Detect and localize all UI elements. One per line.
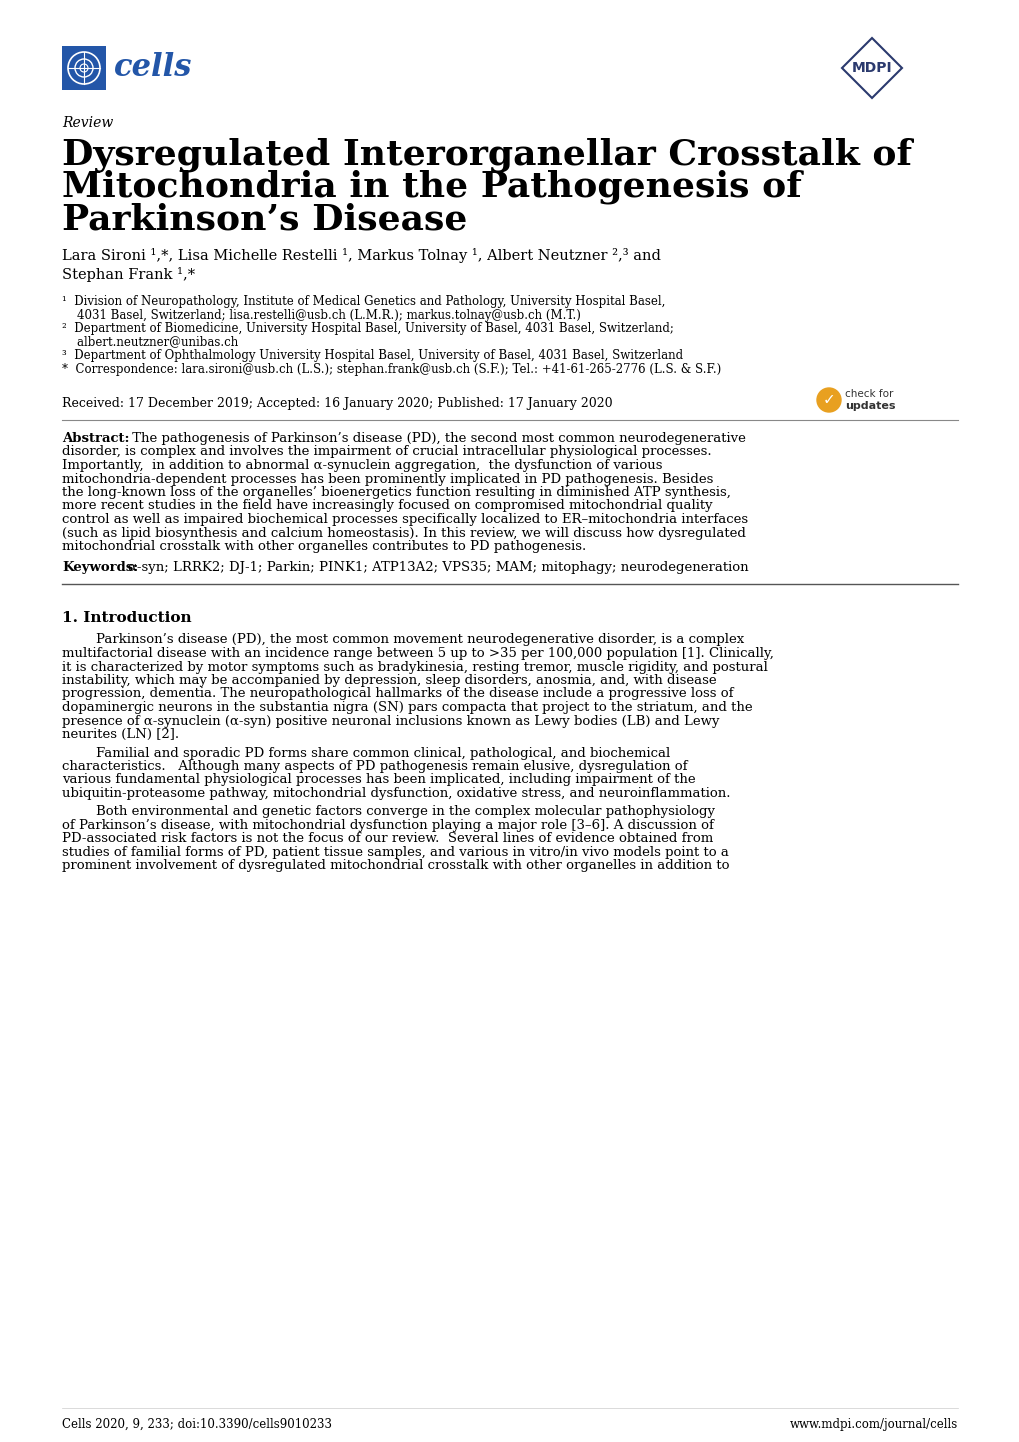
Text: Familial and sporadic PD forms share common clinical, pathological, and biochemi: Familial and sporadic PD forms share com… bbox=[62, 747, 669, 760]
Text: Both environmental and genetic factors converge in the complex molecular pathoph: Both environmental and genetic factors c… bbox=[62, 806, 714, 819]
Text: Mitochondria in the Pathogenesis of: Mitochondria in the Pathogenesis of bbox=[62, 170, 801, 205]
Text: Received: 17 December 2019; Accepted: 16 January 2020; Published: 17 January 202: Received: 17 December 2019; Accepted: 16… bbox=[62, 397, 612, 410]
Text: ¹  Division of Neuropathology, Institute of Medical Genetics and Pathology, Univ: ¹ Division of Neuropathology, Institute … bbox=[62, 296, 664, 309]
Text: various fundamental physiological processes has been implicated, including impai: various fundamental physiological proces… bbox=[62, 773, 695, 786]
Text: Lara Sironi ¹,*, Lisa Michelle Restelli ¹, Markus Tolnay ¹, Albert Neutzner ²,³ : Lara Sironi ¹,*, Lisa Michelle Restelli … bbox=[62, 248, 660, 262]
Text: it is characterized by motor symptoms such as bradykinesia, resting tremor, musc: it is characterized by motor symptoms su… bbox=[62, 660, 767, 673]
Text: multifactorial disease with an incidence range between 5 up to >35 per 100,000 p: multifactorial disease with an incidence… bbox=[62, 647, 773, 660]
Text: cells: cells bbox=[114, 52, 193, 84]
Text: studies of familial forms of PD, patient tissue samples, and various in vitro/in: studies of familial forms of PD, patient… bbox=[62, 846, 729, 859]
Text: the long-known loss of the organelles’ bioenergetics function resulting in dimin: the long-known loss of the organelles’ b… bbox=[62, 486, 731, 499]
Text: Keywords:: Keywords: bbox=[62, 561, 139, 574]
Text: Cells 2020, 9, 233; doi:10.3390/cells9010233: Cells 2020, 9, 233; doi:10.3390/cells901… bbox=[62, 1417, 331, 1430]
Text: 4031 Basel, Switzerland; lisa.restelli@usb.ch (L.M.R.); markus.tolnay@usb.ch (M.: 4031 Basel, Switzerland; lisa.restelli@u… bbox=[62, 309, 580, 322]
Text: albert.neutzner@unibas.ch: albert.neutzner@unibas.ch bbox=[62, 336, 238, 349]
FancyBboxPatch shape bbox=[62, 46, 106, 89]
Text: instability, which may be accompanied by depression, sleep disorders, anosmia, a: instability, which may be accompanied by… bbox=[62, 673, 716, 686]
Text: of Parkinson’s disease, with mitochondrial dysfunction playing a major role [3–6: of Parkinson’s disease, with mitochondri… bbox=[62, 819, 713, 832]
Text: ²  Department of Biomedicine, University Hospital Basel, University of Basel, 40: ² Department of Biomedicine, University … bbox=[62, 322, 674, 335]
Text: neurites (LN) [2].: neurites (LN) [2]. bbox=[62, 728, 179, 741]
Text: The pathogenesis of Parkinson’s disease (PD), the second most common neurodegene: The pathogenesis of Parkinson’s disease … bbox=[127, 433, 745, 446]
Text: Parkinson’s Disease: Parkinson’s Disease bbox=[62, 202, 467, 236]
Text: ✓: ✓ bbox=[821, 392, 835, 408]
Text: Abstract:: Abstract: bbox=[62, 433, 129, 446]
Text: Stephan Frank ¹,*: Stephan Frank ¹,* bbox=[62, 267, 195, 283]
Text: more recent studies in the field have increasingly focused on compromised mitoch: more recent studies in the field have in… bbox=[62, 499, 712, 512]
Text: Dysregulated Interorganellar Crosstalk of: Dysregulated Interorganellar Crosstalk o… bbox=[62, 138, 911, 173]
Text: Review: Review bbox=[62, 115, 113, 130]
Text: ubiquitin-proteasome pathway, mitochondrial dysfunction, oxidative stress, and n: ubiquitin-proteasome pathway, mitochondr… bbox=[62, 787, 730, 800]
Text: presence of α-synuclein (α-syn) positive neuronal inclusions known as Lewy bodie: presence of α-synuclein (α-syn) positive… bbox=[62, 714, 718, 728]
Text: mitochondria-dependent processes has been prominently implicated in PD pathogene: mitochondria-dependent processes has bee… bbox=[62, 473, 712, 486]
Text: progression, dementia. The neuropathological hallmarks of the disease include a : progression, dementia. The neuropatholog… bbox=[62, 688, 733, 701]
Text: dopaminergic neurons in the substantia nigra (SN) pars compacta that project to : dopaminergic neurons in the substantia n… bbox=[62, 701, 752, 714]
Circle shape bbox=[816, 388, 841, 412]
Text: (such as lipid biosynthesis and calcium homeostasis). In this review, we will di: (such as lipid biosynthesis and calcium … bbox=[62, 526, 745, 539]
Text: characteristics.   Although many aspects of PD pathogenesis remain elusive, dysr: characteristics. Although many aspects o… bbox=[62, 760, 687, 773]
Text: MDPI: MDPI bbox=[851, 61, 892, 75]
Text: PD-associated risk factors is not the focus of our review.  Several lines of evi: PD-associated risk factors is not the fo… bbox=[62, 832, 712, 845]
Text: prominent involvement of dysregulated mitochondrial crosstalk with other organel: prominent involvement of dysregulated mi… bbox=[62, 859, 729, 872]
Text: Parkinson’s disease (PD), the most common movement neurodegenerative disorder, i: Parkinson’s disease (PD), the most commo… bbox=[62, 633, 744, 646]
Text: ³  Department of Ophthalmology University Hospital Basel, University of Basel, 4: ³ Department of Ophthalmology University… bbox=[62, 349, 683, 362]
Text: mitochondrial crosstalk with other organelles contributes to PD pathogenesis.: mitochondrial crosstalk with other organ… bbox=[62, 539, 586, 552]
Text: *  Correspondence: lara.sironi@usb.ch (L.S.); stephan.frank@usb.ch (S.F.); Tel.:: * Correspondence: lara.sironi@usb.ch (L.… bbox=[62, 362, 720, 375]
Text: control as well as impaired biochemical processes specifically localized to ER–m: control as well as impaired biochemical … bbox=[62, 513, 747, 526]
Text: check for: check for bbox=[844, 389, 893, 399]
Text: Importantly,  in addition to abnormal α-synuclein aggregation,  the dysfunction : Importantly, in addition to abnormal α-s… bbox=[62, 459, 662, 472]
Text: www.mdpi.com/journal/cells: www.mdpi.com/journal/cells bbox=[789, 1417, 957, 1430]
Text: 1. Introduction: 1. Introduction bbox=[62, 611, 192, 626]
Text: α-syn; LRRK2; DJ-1; Parkin; PINK1; ATP13A2; VPS35; MAM; mitophagy; neurodegenera: α-syn; LRRK2; DJ-1; Parkin; PINK1; ATP13… bbox=[127, 561, 748, 574]
Text: disorder, is complex and involves the impairment of crucial intracellular physio: disorder, is complex and involves the im… bbox=[62, 446, 711, 459]
Text: updates: updates bbox=[844, 401, 895, 411]
